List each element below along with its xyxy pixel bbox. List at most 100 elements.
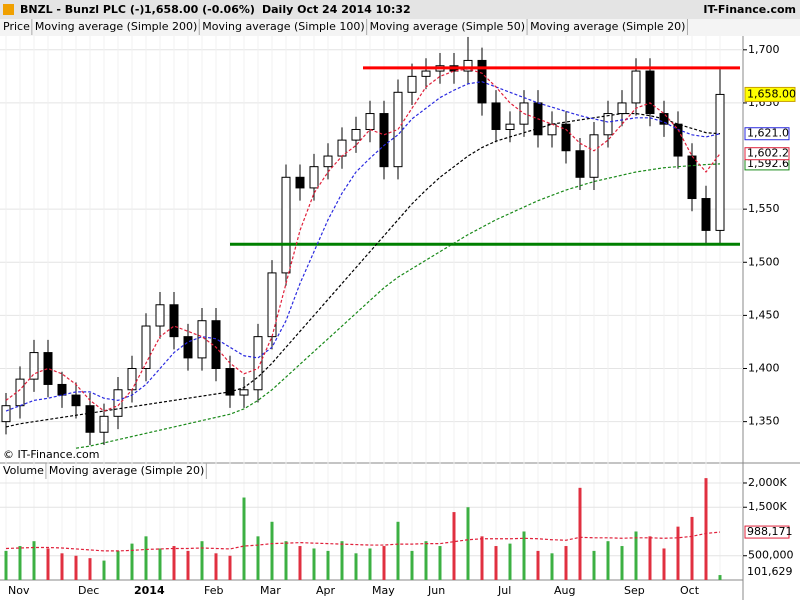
candle-body: [575, 150, 585, 178]
y-tick-label: 2,000K: [748, 476, 787, 489]
last-price-tag: [744, 86, 796, 102]
volume-bar: [102, 560, 106, 580]
candle-body: [225, 368, 235, 396]
volume-bar: [718, 575, 722, 580]
volume-bar: [32, 541, 36, 580]
candle-body: [407, 75, 417, 93]
y-tick-label: 1,550: [748, 202, 780, 215]
candle-body: [239, 389, 249, 396]
ma-last-label: 1,602.2: [747, 147, 789, 160]
candle-body: [57, 383, 67, 396]
volume-bar: [480, 536, 484, 580]
volume-bar: [200, 541, 204, 580]
volume-bar: [550, 553, 554, 580]
x-tick-label: Mar: [260, 584, 281, 597]
volume-bar: [312, 548, 316, 580]
x-tick-label: Jul: [497, 584, 511, 597]
candle-body: [253, 336, 263, 391]
moving-average-line: [75, 163, 721, 449]
candle-body: [85, 405, 95, 433]
x-tick-label: 2014: [134, 584, 165, 597]
last-price-label: 1,658.00: [747, 87, 796, 100]
x-tick-label: Nov: [8, 584, 30, 597]
candle-body: [323, 155, 333, 168]
candle-body: [29, 352, 39, 380]
y-tick-label: 1,350: [748, 415, 780, 428]
copyright: © IT-Finance.com: [3, 448, 100, 461]
brand: IT-Finance.com: [703, 3, 796, 16]
volume-bar: [508, 543, 512, 580]
volume-bar: [158, 548, 162, 580]
moving-average-line: [5, 531, 721, 552]
volume-bar: [256, 536, 260, 580]
volume-bar: [564, 546, 568, 580]
volume-bar: [690, 516, 694, 580]
y-tick-label: 1,500: [748, 255, 780, 268]
candle-body: [393, 91, 403, 168]
ma-last-label: 988,171: [747, 525, 793, 538]
volume-bar: [298, 546, 302, 580]
candle-body: [491, 102, 501, 130]
volume-bar: [578, 487, 582, 580]
volume-bar: [466, 507, 470, 580]
candle-body: [183, 336, 193, 359]
legend-entry: Moving average (Simple 20): [49, 464, 204, 477]
legend-entry: Moving average (Simple 20): [530, 20, 685, 33]
candle-body: [351, 128, 361, 141]
candle-body: [281, 176, 291, 274]
y-tick-label: 500,000: [748, 549, 794, 562]
volume-bar: [4, 550, 8, 580]
volume-bar: [228, 555, 232, 580]
volume-bar: [130, 543, 134, 580]
volume-bar: [60, 553, 64, 580]
quote: 1,658.00 (-0.06%): [144, 3, 255, 16]
candle-body: [309, 166, 319, 189]
candle-body: [169, 304, 179, 338]
volume-bar: [634, 531, 638, 580]
candle-body: [687, 155, 697, 200]
candle-body: [463, 59, 473, 72]
candle-body: [421, 70, 431, 77]
x-tick-label: Dec: [78, 584, 99, 597]
volume-bar: [270, 521, 274, 580]
x-tick-label: Sep: [624, 584, 645, 597]
x-tick-label: Apr: [316, 584, 336, 597]
volume-bar: [172, 546, 176, 580]
x-tick-label: Aug: [554, 584, 575, 597]
volume-bar: [438, 546, 442, 580]
candle-body: [547, 123, 557, 136]
candle-body: [561, 123, 571, 152]
y-tick-label: 1,400: [748, 362, 780, 375]
volume-bar: [620, 546, 624, 580]
x-tick-label: Jun: [427, 584, 445, 597]
legend-bar: [0, 19, 800, 36]
volume-bar: [88, 558, 92, 580]
period: Daily Oct 24 2014 10:32: [262, 3, 411, 16]
candle-body: [71, 394, 81, 407]
moving-average-line: [5, 112, 721, 428]
legend-entry: Moving average (Simple 200): [35, 20, 197, 33]
volume-bar: [214, 553, 218, 580]
volume-bar: [368, 548, 372, 580]
y-tick-label: 1,450: [748, 308, 780, 321]
ma-last-label: 1,621.0: [747, 127, 789, 140]
volume-bar: [662, 548, 666, 580]
candle-body: [15, 378, 25, 407]
volume-bar: [536, 550, 540, 580]
candle-body: [337, 139, 347, 157]
volume-bar: [522, 531, 526, 580]
candle-body: [715, 93, 725, 231]
volume-bar: [592, 550, 596, 580]
volume-bar: [452, 512, 456, 580]
candle-body: [141, 325, 151, 370]
moving-average-line: [5, 68, 721, 412]
candle-body: [631, 70, 641, 104]
volume-bar: [424, 541, 428, 580]
candle-body: [295, 176, 305, 189]
ma-tag: [744, 147, 790, 161]
volume-bar: [648, 536, 652, 580]
candle-body: [99, 415, 109, 433]
candle-body: [645, 70, 655, 115]
x-tick-label: Oct: [680, 584, 700, 597]
